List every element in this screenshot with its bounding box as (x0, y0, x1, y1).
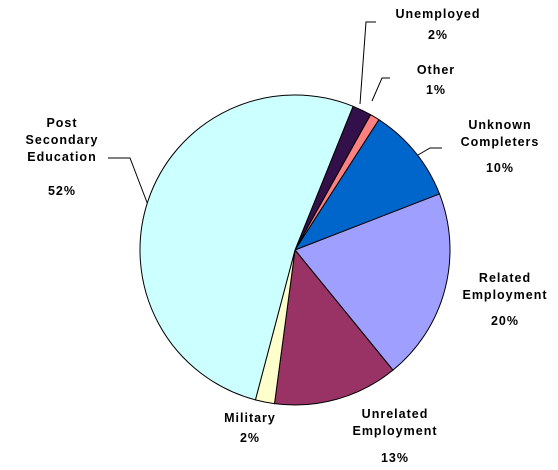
slice-label: Military (224, 411, 276, 425)
slice-label: Unknown Completers (460, 118, 540, 149)
pie-slice (273, 248, 394, 406)
pie-slice (294, 193, 451, 371)
slice-label: Related Employment (462, 271, 548, 302)
pie-slice (293, 119, 441, 252)
slice-label: 20% (490, 314, 520, 328)
pie-slice (139, 94, 354, 401)
slice-label: 1% (425, 83, 447, 97)
leader-lines (108, 21, 442, 206)
slice-label: Unrelated Employment (352, 407, 438, 438)
slice-label: 10% (485, 161, 515, 175)
leader-line (359, 21, 376, 105)
slice-label: Post Secondary Education (25, 116, 99, 164)
leader-line (417, 147, 442, 156)
slice-label: Unemployed (395, 7, 481, 21)
slice-label: 2% (239, 431, 261, 445)
slice-label: 13% (380, 451, 410, 465)
leader-line (108, 157, 149, 206)
slice-label: 52% (47, 184, 77, 198)
slice-label: 2% (427, 28, 449, 42)
slice-label: Other (416, 63, 456, 77)
leader-line (371, 77, 390, 102)
